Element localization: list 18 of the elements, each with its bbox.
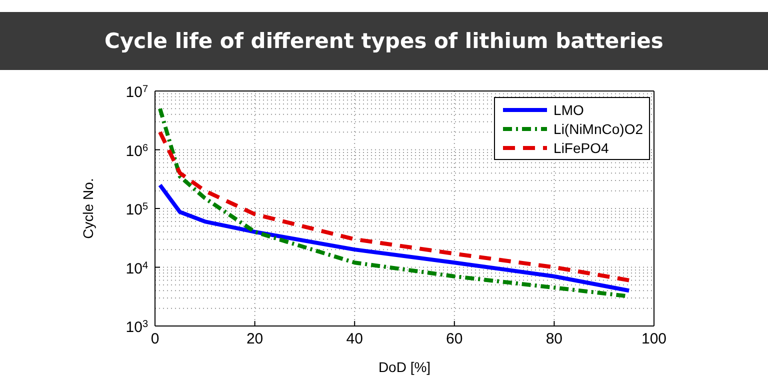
y-tick-label: 10$^{6}$ [126, 142, 148, 160]
x-tick-label: 100 [641, 330, 667, 348]
x-tick-label: 40 [346, 330, 363, 348]
x-tick-label: 0 [150, 330, 160, 348]
y-tick-label: 10$^{4}$ [126, 260, 148, 278]
x-tick-label: 80 [546, 330, 563, 348]
line-series [158, 183, 632, 293]
legend-label: LiFePO4 [554, 140, 609, 156]
y-tick-label: 10$^{3}$ [126, 318, 148, 336]
x-tick-label: 20 [246, 330, 264, 348]
x-tick-label: 60 [446, 330, 463, 348]
legend-label: LMO [554, 102, 584, 118]
x-axis-title: DoD [%] [378, 359, 431, 375]
y-tick-label: 10$^{5}$ [126, 201, 148, 218]
legend-label: Li(NiMnCo)O2 [554, 120, 643, 136]
y-tick-label: 10$^{7}$ [126, 84, 148, 101]
y-axis-title: Cycle No. [80, 178, 96, 239]
chart-title: Cycle life of different types of lithium batteries [0, 12, 768, 70]
